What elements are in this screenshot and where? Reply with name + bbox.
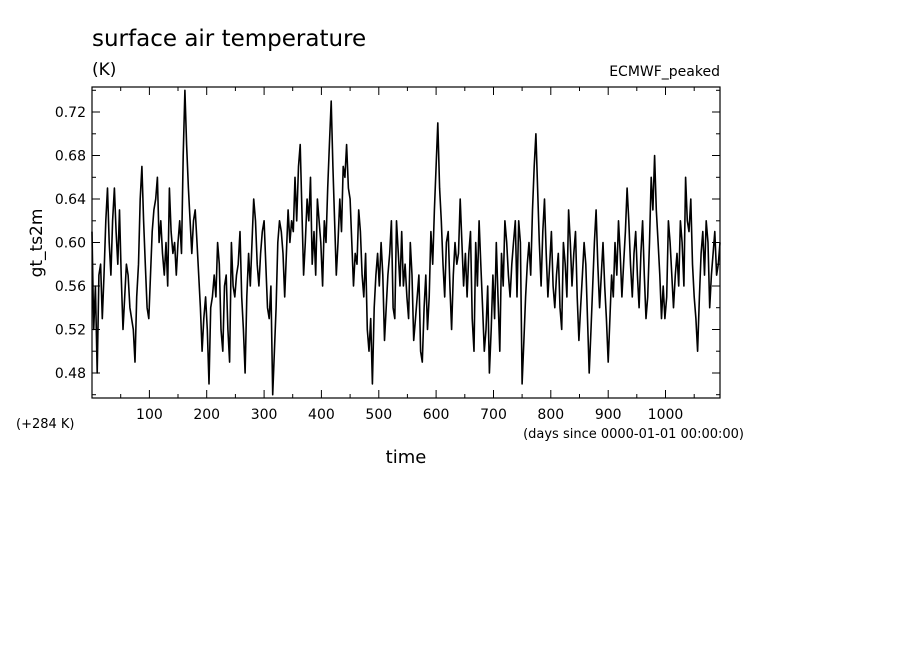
y-tick-label: 0.52 xyxy=(55,323,86,339)
y-tick-label: 0.72 xyxy=(55,105,86,121)
series-line-gt-ts2m xyxy=(91,89,721,396)
x-tick-label: 200 xyxy=(193,407,220,423)
y-tick-label: 0.48 xyxy=(55,366,86,382)
plot-frame xyxy=(91,86,721,399)
x-tick-label: 800 xyxy=(537,407,564,423)
chart-title: surface air temperature xyxy=(92,26,366,52)
x-axis xyxy=(120,87,695,398)
y-tick-label: 0.60 xyxy=(55,236,86,252)
x-tick-label: 900 xyxy=(595,407,622,423)
x-tick-label: 400 xyxy=(308,407,335,423)
x-tick-label: 600 xyxy=(423,407,450,423)
x-tick-label: 700 xyxy=(480,407,507,423)
offset-note: (+284 K) xyxy=(16,417,75,432)
x-tick-label: 1000 xyxy=(648,407,684,423)
y-axis-label: gt_ts2m xyxy=(27,209,47,278)
dataset-label: ECMWF_peaked xyxy=(609,64,720,80)
x-tick-label: 500 xyxy=(365,407,392,423)
x-axis-label: time xyxy=(386,447,427,468)
y-tick-label: 0.56 xyxy=(55,279,86,295)
units-label: (K) xyxy=(92,60,116,80)
x-tick-label: 100 xyxy=(136,407,163,423)
x-tick-label: 300 xyxy=(251,407,278,423)
y-tick-label: 0.68 xyxy=(55,149,86,165)
x-tick-labels: 100 200 300 400 500 600 700 800 900 1000 xyxy=(136,407,683,423)
y-tick-label: 0.64 xyxy=(55,192,86,208)
x-axis-unit-note: (days since 0000-01-01 00:00:00) xyxy=(523,427,744,442)
y-tick-labels: 0.48 0.52 0.56 0.60 0.64 0.68 0.72 xyxy=(55,105,86,382)
